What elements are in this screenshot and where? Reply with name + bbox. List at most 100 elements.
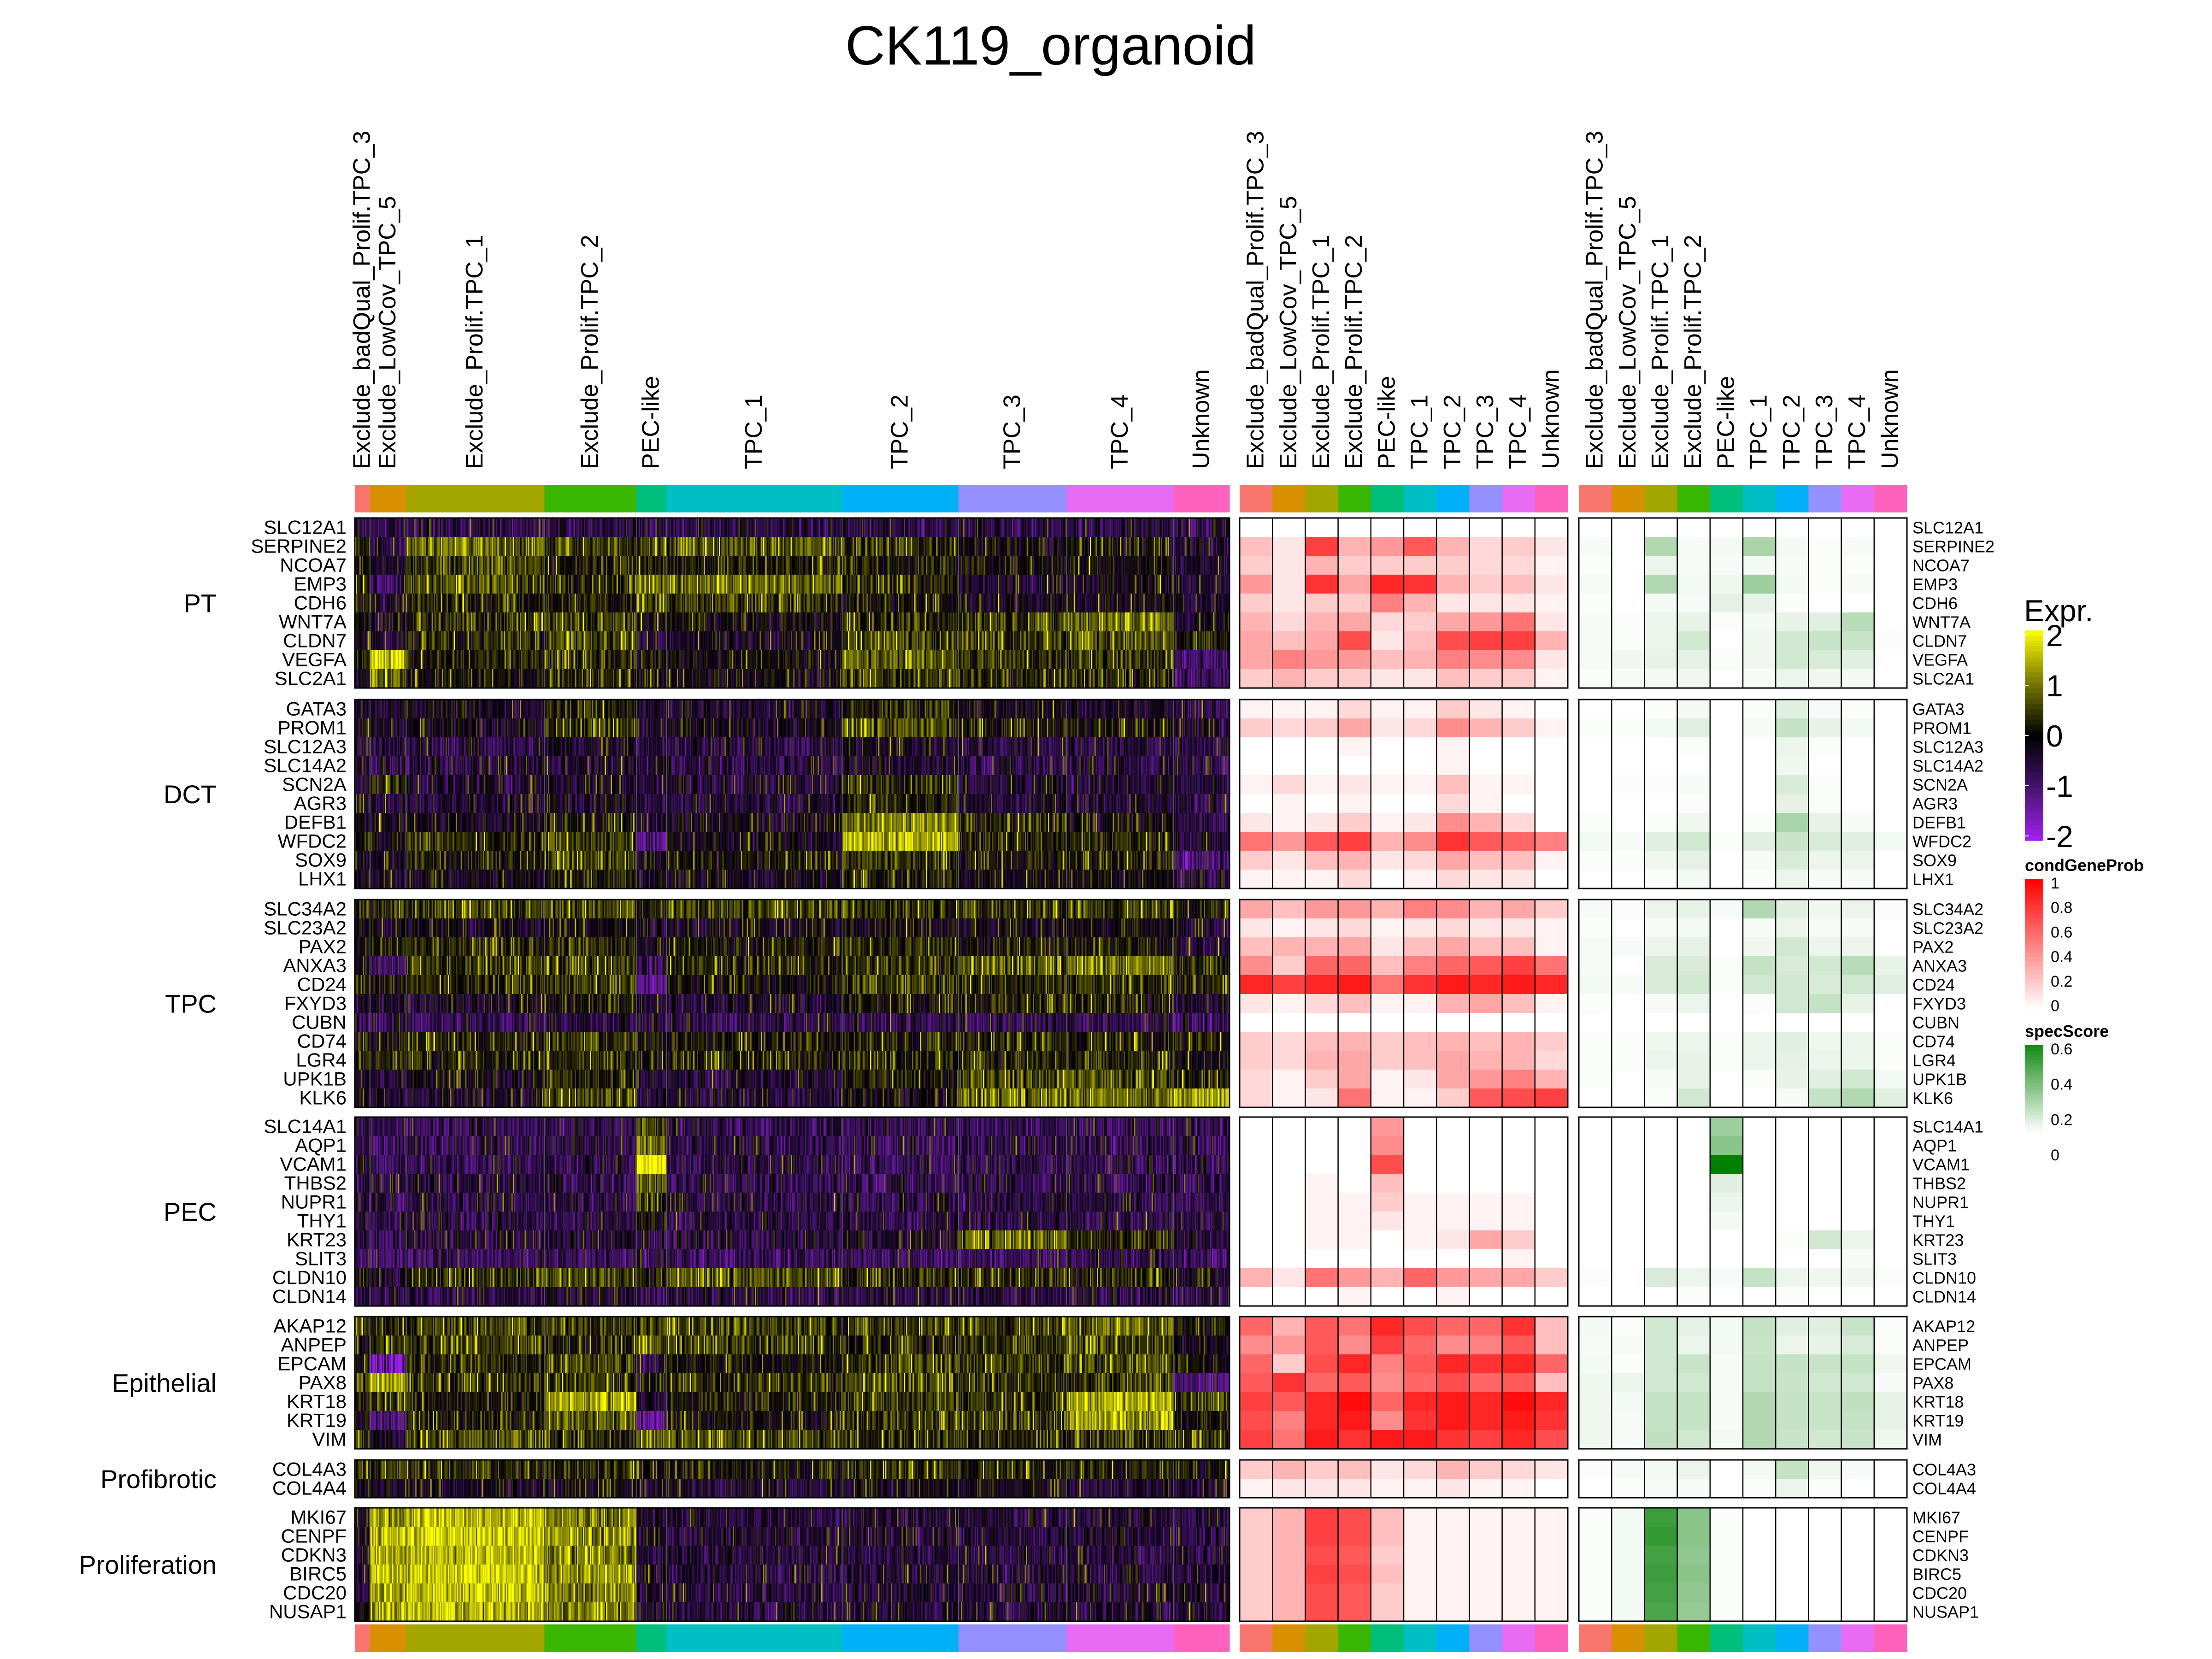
expr-cell	[731, 518, 733, 537]
expr-cell	[1184, 518, 1186, 537]
expr-cell	[801, 518, 803, 537]
expr-cell	[799, 518, 801, 537]
expr-cell	[887, 537, 889, 556]
expr-cell	[779, 518, 781, 537]
expr-cell	[658, 537, 660, 556]
expr-cell	[372, 518, 374, 537]
expr-cell	[948, 537, 950, 556]
expr-cell	[365, 537, 367, 556]
expr-cell	[707, 518, 709, 537]
expr-cell	[550, 518, 552, 537]
expr-cell	[701, 556, 703, 575]
expr-cell	[642, 556, 644, 575]
expr-cell	[518, 556, 520, 575]
expr-cell	[784, 518, 786, 537]
expr-cell	[773, 518, 775, 537]
expr-cell	[1121, 537, 1123, 556]
expr-cell	[618, 518, 619, 537]
expr-cell	[853, 518, 855, 537]
expr-cell	[1082, 537, 1083, 556]
expr-cell	[821, 518, 823, 537]
expr-cell	[648, 556, 650, 575]
expr-cell	[1161, 518, 1163, 537]
expr-cell	[520, 556, 522, 575]
expr-cell	[618, 556, 619, 575]
expr-cell	[1091, 537, 1093, 556]
expr-cell	[762, 556, 764, 575]
expr-cell	[585, 537, 587, 556]
expr-cell	[373, 537, 375, 556]
expr-cell	[1050, 518, 1052, 537]
expr-cell	[958, 518, 960, 537]
condprob-column-label: Exclude_Prolif.TPC_1	[1308, 235, 1335, 469]
cluster-bar-top	[1841, 485, 1875, 512]
expr-cell	[391, 518, 393, 537]
expr-cell	[798, 518, 800, 537]
expr-cell	[464, 518, 466, 537]
expr-cell	[720, 518, 722, 537]
expr-cell	[1119, 537, 1121, 556]
expr-cell	[559, 556, 561, 575]
expr-cell	[1022, 537, 1024, 556]
expr-cell	[942, 518, 944, 537]
expr-cell	[899, 537, 901, 556]
expr-cell	[1150, 518, 1152, 537]
expr-cell	[666, 518, 668, 537]
expr-cell	[408, 518, 410, 537]
expr-cell	[611, 537, 612, 556]
specscore-cell	[1612, 518, 1645, 537]
condprob-cell	[1240, 556, 1273, 575]
expr-cell	[846, 537, 847, 556]
expr-cell	[518, 518, 520, 537]
expr-cell	[409, 556, 411, 575]
expr-cell	[580, 537, 582, 556]
expr-cell	[1012, 518, 1014, 537]
expr-cell	[557, 556, 559, 575]
expr-cell	[1153, 518, 1156, 537]
expr-cell	[1170, 537, 1172, 556]
expr-cell	[993, 537, 995, 556]
expr-heatmap-row	[355, 631, 1230, 651]
expr-cell	[442, 518, 444, 537]
expr-cell	[1075, 518, 1077, 537]
expr-cell	[469, 556, 471, 575]
expr-cell	[1000, 518, 1002, 537]
expr-cell	[420, 518, 422, 537]
expr-cell	[771, 518, 773, 537]
expr-cell	[357, 556, 359, 575]
expr-cell	[664, 518, 666, 537]
expr-cell	[1227, 537, 1229, 556]
expr-cell	[1119, 518, 1121, 537]
expr-cell	[664, 556, 666, 575]
expr-cell	[724, 518, 726, 537]
expr-cell	[551, 537, 553, 556]
expr-cell	[901, 518, 903, 537]
expr-cell	[567, 556, 570, 575]
expr-cell	[614, 537, 616, 556]
expr-cell	[964, 537, 966, 556]
expr-cell	[988, 537, 989, 556]
expr-cell	[730, 556, 732, 575]
expr-cell	[931, 518, 933, 537]
expr-cell	[1186, 537, 1188, 556]
expr-cell	[670, 518, 672, 537]
expr-cell	[758, 518, 760, 537]
specscore-column-label: Exclude_badQual_Prolif.TPC_3	[1582, 131, 1608, 469]
expr-cell	[409, 537, 411, 556]
expr-cell	[444, 518, 446, 537]
expr-cell	[653, 537, 655, 556]
expr-cell	[693, 537, 695, 556]
expr-cell	[1073, 518, 1075, 537]
expr-cell	[1212, 518, 1214, 537]
expr-cell	[912, 518, 914, 537]
expr-cell	[1013, 518, 1015, 537]
expr-cell	[689, 537, 692, 556]
expr-cell	[386, 537, 388, 556]
expr-cell	[977, 537, 979, 556]
expr-cell	[649, 537, 651, 556]
expr-cell	[776, 518, 777, 537]
expr-cell	[712, 556, 713, 575]
expr-cell	[684, 518, 686, 537]
expr-cell	[569, 518, 571, 537]
expr-cell	[815, 537, 817, 556]
